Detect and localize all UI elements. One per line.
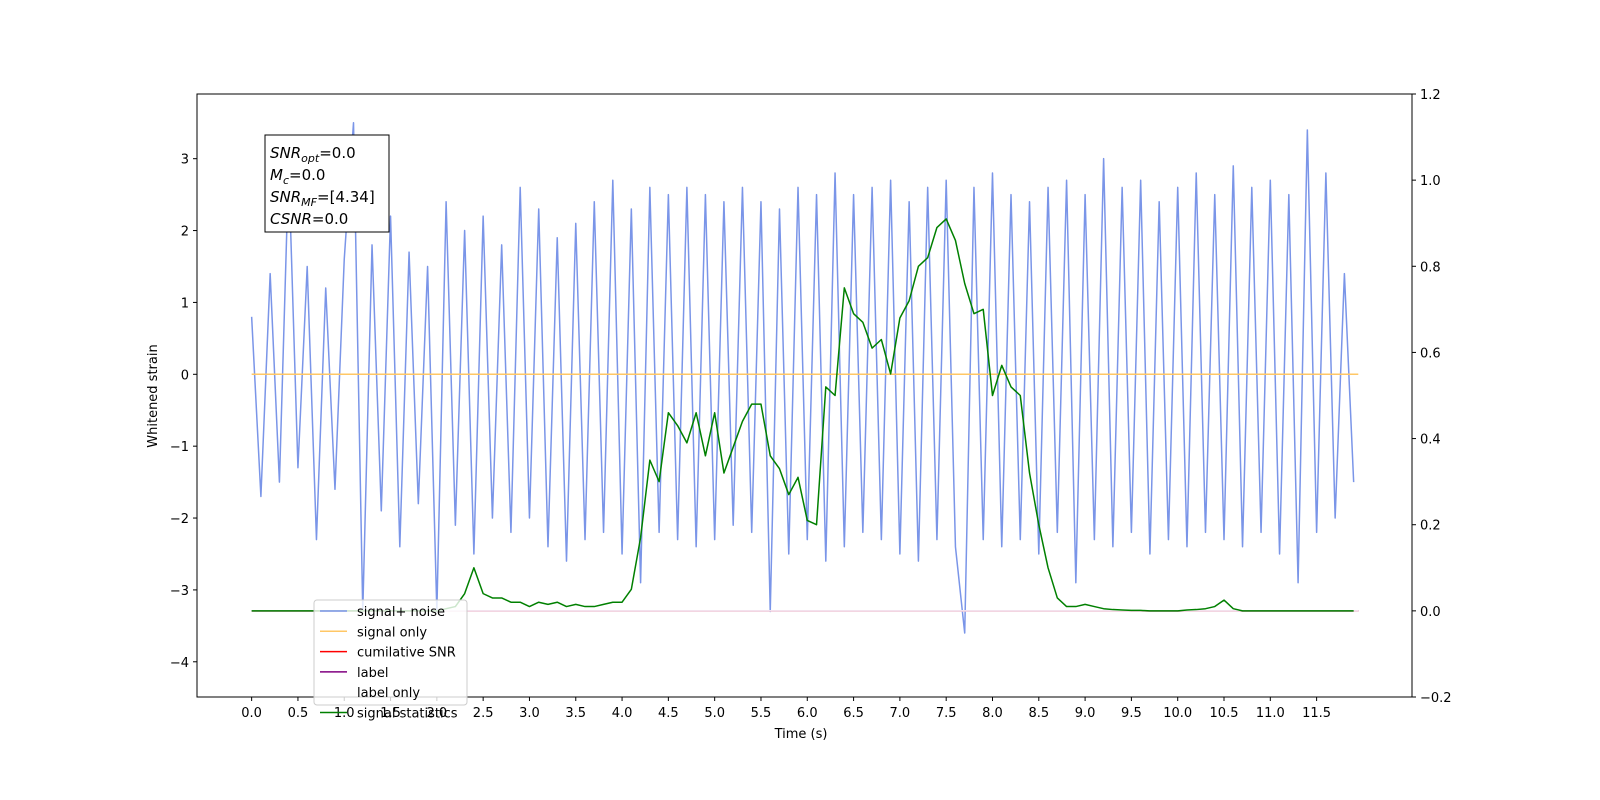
annotation-line: SNRMF=[4.34] — [270, 188, 375, 209]
annotation-value: =[4.34] — [317, 188, 375, 206]
x-tick-label: 7.0 — [890, 706, 911, 721]
annotation-symbol: SNR — [270, 188, 301, 206]
x-tick-label: 10.0 — [1163, 706, 1192, 721]
annotation-line: CSNR=0.0 — [270, 210, 348, 228]
annotation-symbol: CSNR — [270, 210, 312, 228]
x-tick-label: 1.0 — [334, 706, 355, 721]
annotation-subscript: c — [283, 174, 289, 187]
x-tick-label: 5.0 — [704, 706, 725, 721]
legend-box — [313, 599, 468, 706]
legend: signal+ noise signal only cumilative SNR la… — [313, 599, 468, 722]
x-axis-label: Time (s) — [774, 727, 828, 742]
x-tick-label: 8.5 — [1028, 706, 1049, 721]
x-tick-label: 9.0 — [1075, 706, 1096, 721]
x-tick-label: 3.0 — [519, 706, 540, 721]
x-tick-label: 8.0 — [982, 706, 1003, 721]
annotation-value: =0.0 — [319, 144, 355, 162]
x-tick-label: 4.0 — [612, 706, 633, 721]
y-tick-label: 0 — [181, 368, 189, 383]
legend-label: cumilative SNR — [357, 646, 456, 661]
x-tick-label: 11.5 — [1302, 706, 1331, 721]
x-tick-label: 5.5 — [751, 706, 772, 721]
y2-tick-label: 0.6 — [1420, 346, 1441, 361]
x-tick-label: 0.0 — [241, 706, 262, 721]
y2-tick-label: 0.0 — [1420, 605, 1441, 620]
y-tick-label: 2 — [181, 225, 189, 240]
x-tick-label: 2.5 — [473, 706, 494, 721]
x-tick-label: 11.0 — [1256, 706, 1285, 721]
x-tick-label: 10.5 — [1210, 706, 1239, 721]
annotation-subscript: MF — [301, 196, 317, 209]
y2-tick-label: 1.2 — [1420, 88, 1441, 103]
legend-label: label only — [357, 686, 420, 701]
x-tick-label: 9.5 — [1121, 706, 1142, 721]
y-tick-label: −3 — [170, 584, 189, 599]
annotation-symbol: M — [270, 166, 283, 184]
y-tick-label: 1 — [181, 296, 189, 311]
legend-label: label — [357, 666, 388, 681]
y2-tick-label: 0.8 — [1420, 260, 1441, 275]
x-tick-label: 6.5 — [843, 706, 864, 721]
x-tick-label: 1.5 — [380, 706, 401, 721]
annotation-line: SNRopt=0.0 — [270, 144, 356, 165]
plot-frame — [196, 93, 1413, 698]
series-line — [250, 122, 1355, 634]
x-tick-label: 6.0 — [797, 706, 818, 721]
annotation-value: =0.0 — [289, 166, 325, 184]
x-tick-label: 7.5 — [936, 706, 957, 721]
series-line — [251, 218, 1354, 612]
y2-tick-label: −0.2 — [1420, 691, 1452, 706]
annotation-value: =0.0 — [312, 210, 348, 228]
annotation-subscript: opt — [301, 152, 320, 165]
x-tick-label: 4.5 — [658, 706, 679, 721]
y-tick-label: 3 — [181, 153, 189, 168]
legend-label: signal statistics — [357, 707, 458, 722]
y-tick-label: −1 — [170, 440, 189, 455]
legend-label: signal only — [357, 625, 427, 640]
annotation-box — [264, 134, 390, 233]
x-tick-label: 2.0 — [427, 706, 448, 721]
y2-tick-label: 1.0 — [1420, 174, 1441, 189]
y2-tick-label: 0.4 — [1420, 433, 1441, 448]
x-tick-label: 3.5 — [565, 706, 586, 721]
y-tick-label: −2 — [170, 512, 189, 527]
annotation-line: Mc=0.0 — [270, 166, 325, 187]
y2-tick-label: 0.2 — [1420, 519, 1441, 534]
legend-label: signal+ noise — [357, 605, 445, 620]
y-tick-label: −4 — [170, 656, 189, 671]
y-axis-label: Whitened strain — [146, 344, 161, 447]
annotation-symbol: SNR — [270, 144, 301, 162]
x-tick-label: 0.5 — [288, 706, 309, 721]
